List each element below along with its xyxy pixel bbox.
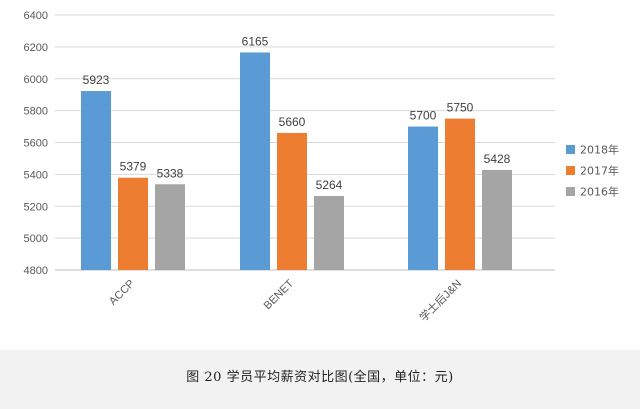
figure-caption: 图 20 学员平均薪资对比图(全国，单位：元) xyxy=(186,370,454,385)
data-label-ACCP-2018年: 5923 xyxy=(83,73,110,87)
bar-BENET-2017年 xyxy=(277,132,307,270)
bar-学士后J&N-2016年 xyxy=(482,169,512,270)
data-label-BENET-2017年: 5660 xyxy=(279,115,306,129)
data-label-学士后J&N-2017年: 5750 xyxy=(447,101,474,115)
data-label-学士后J&N-2018年: 5700 xyxy=(410,109,437,123)
bar-ACCP-2017年 xyxy=(118,177,148,270)
x-tick-label-ACCP: ACCP xyxy=(107,278,137,308)
y-tick-label-6200: 6200 xyxy=(24,42,48,54)
legend-label-2016年: 2016年 xyxy=(580,185,619,199)
chart-panel: 4800 5000 5200 5400 5600 5800 6000 6200 6400 5923… xyxy=(0,0,640,350)
y-tick-label-5800: 5800 xyxy=(24,106,48,118)
x-tick-label-BENET: BENET xyxy=(262,277,297,312)
legend-swatch-2018年 xyxy=(566,145,575,154)
data-label-BENET-2018年: 6165 xyxy=(242,34,269,48)
y-tick-label-4800: 4800 xyxy=(24,265,48,277)
bar-BENET-2016年 xyxy=(314,196,344,270)
data-label-学士后J&N-2016年: 5428 xyxy=(484,152,511,166)
salary-bar-chart: 4800 5000 5200 5400 5600 5800 6000 6200 6400 5923… xyxy=(24,10,619,324)
y-tick-label-6000: 6000 xyxy=(24,74,48,86)
data-label-ACCP-2016年: 5338 xyxy=(157,166,184,180)
bar-BENET-2018年 xyxy=(240,52,270,270)
bar-学士后J&N-2018年 xyxy=(408,126,438,270)
x-tick-label-学士后J&N: 学士后J&N xyxy=(416,276,464,324)
data-label-BENET-2016年: 5264 xyxy=(316,178,343,192)
bar-ACCP-2018年 xyxy=(81,91,111,270)
legend-label-2018年: 2018年 xyxy=(580,143,619,157)
bar-ACCP-2016年 xyxy=(155,184,185,270)
legend-swatch-2017年 xyxy=(566,166,575,175)
data-label-ACCP-2017年: 5379 xyxy=(120,160,147,174)
y-tick-label-5400: 5400 xyxy=(24,169,48,181)
legend-label-2017年: 2017年 xyxy=(580,164,619,178)
legend-swatch-2016年 xyxy=(566,187,575,196)
y-tick-label-5600: 5600 xyxy=(24,138,48,150)
y-tick-label-6400: 6400 xyxy=(24,10,48,22)
bar-学士后J&N-2017年 xyxy=(445,118,475,270)
y-tick-label-5000: 5000 xyxy=(24,233,48,245)
y-tick-label-5200: 5200 xyxy=(24,201,48,213)
